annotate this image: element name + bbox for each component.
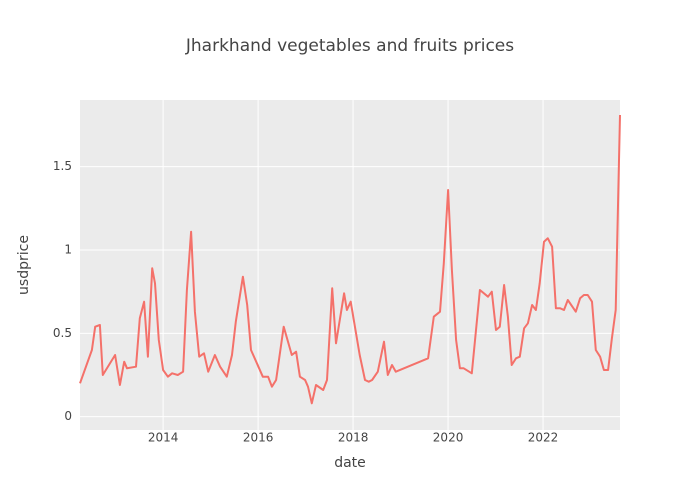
y-tick-label: 0.5: [53, 326, 72, 340]
x-tick-label: 2018: [338, 431, 369, 445]
x-tick-label: 2016: [243, 431, 274, 445]
y-axis-title: usdprice: [16, 235, 32, 295]
y-tick-label: 1: [64, 243, 72, 257]
x-tick-label: 2014: [148, 431, 179, 445]
chart-title: Jharkhand vegetables and fruits prices: [185, 36, 514, 56]
plot-area: [80, 100, 620, 430]
x-axis-title: date: [334, 455, 366, 471]
y-tick-label: 0: [64, 409, 72, 423]
y-tick-label: 1.5: [53, 159, 72, 173]
x-tick-label: 2020: [433, 431, 464, 445]
data-line: [79, 114, 621, 405]
x-tick-label: 2022: [528, 431, 559, 445]
